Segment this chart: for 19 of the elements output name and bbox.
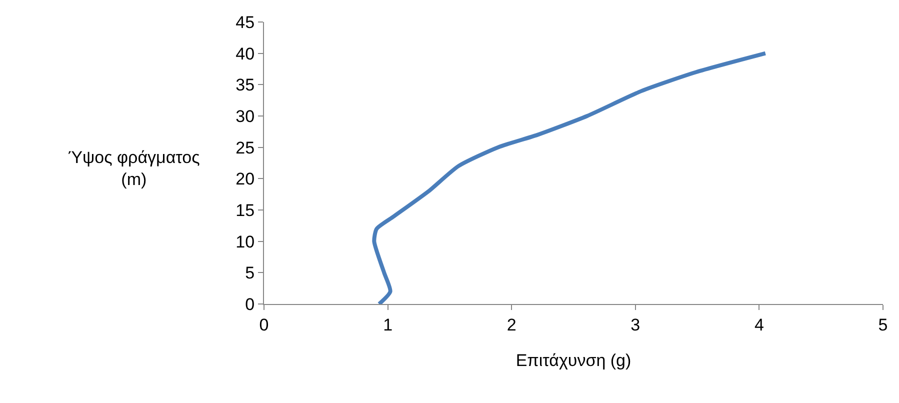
y-tick-label: 40 (236, 44, 255, 64)
y-tick-label: 15 (236, 200, 255, 220)
y-tick-label: 0 (245, 294, 255, 314)
x-tick-label: 4 (754, 315, 764, 334)
y-tick-label: 30 (236, 106, 255, 126)
y-tick-label: 20 (236, 170, 255, 189)
x-tick-label: 1 (383, 315, 393, 334)
y-tick-label: 45 (236, 12, 255, 32)
y-tick-label: 25 (236, 138, 255, 158)
y-axis-title: Ύψος φράγματος (m) (68, 148, 200, 190)
x-tick-label: 5 (878, 315, 888, 334)
y-tick-label: 10 (236, 232, 255, 252)
x-tick-label: 2 (506, 315, 516, 334)
line-series (372, 51, 768, 304)
x-tick-label: 0 (259, 315, 269, 334)
y-tick-label: 35 (236, 76, 255, 95)
x-tick-label: 3 (630, 315, 640, 334)
y-tick-label: 5 (245, 264, 255, 283)
x-axis-title: Επιτάχυνση (g) (516, 350, 632, 370)
